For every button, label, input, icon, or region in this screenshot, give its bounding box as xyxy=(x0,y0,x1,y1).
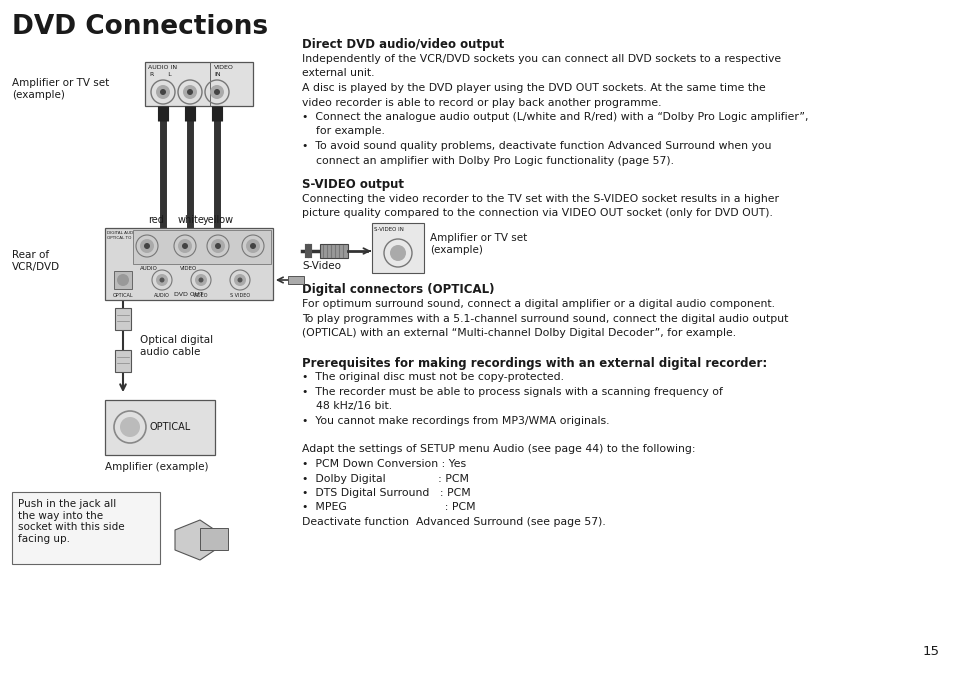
Text: DIGITAL AUDIO OUT
OPTICAL TO DIGITAL: DIGITAL AUDIO OUT OPTICAL TO DIGITAL xyxy=(107,231,149,239)
Circle shape xyxy=(198,278,203,283)
Text: R       L: R L xyxy=(150,72,172,77)
Bar xyxy=(372,223,423,273)
Text: VIDEO: VIDEO xyxy=(213,65,233,70)
Circle shape xyxy=(237,278,242,283)
Text: •  PCM Down Conversion : Yes: • PCM Down Conversion : Yes xyxy=(302,459,466,469)
Text: VCR/DVD OUT: VCR/DVD OUT xyxy=(135,231,182,237)
Text: •  The original disc must not be copy-protected.: • The original disc must not be copy-pro… xyxy=(302,372,563,383)
Text: •  The recorder must be able to process signals with a scanning frequency of: • The recorder must be able to process s… xyxy=(302,387,722,397)
Text: VIDEO: VIDEO xyxy=(180,266,197,271)
Circle shape xyxy=(156,85,170,99)
Circle shape xyxy=(187,89,193,95)
Bar xyxy=(288,276,304,284)
Text: Amplifier or TV set
(example): Amplifier or TV set (example) xyxy=(430,233,527,255)
Text: external unit.: external unit. xyxy=(302,68,375,78)
Text: S-VIDEO IN: S-VIDEO IN xyxy=(374,227,403,232)
Text: video recorder is able to record or play back another programme.: video recorder is able to record or play… xyxy=(302,97,660,107)
Bar xyxy=(113,271,132,289)
Text: AUDIO: AUDIO xyxy=(153,293,170,298)
Circle shape xyxy=(213,89,220,95)
Bar xyxy=(319,244,348,258)
Text: •  DTS Digital Surround   : PCM: • DTS Digital Surround : PCM xyxy=(302,488,470,498)
Circle shape xyxy=(183,85,196,99)
Bar xyxy=(12,492,160,564)
Bar xyxy=(200,528,228,550)
Bar xyxy=(145,62,253,106)
Circle shape xyxy=(178,239,192,253)
Text: for example.: for example. xyxy=(302,126,384,137)
Text: Prerequisites for making recordings with an external digital recorder:: Prerequisites for making recordings with… xyxy=(302,356,766,370)
Text: A disc is played by the DVD player using the DVD OUT sockets. At the same time t: A disc is played by the DVD player using… xyxy=(302,83,765,93)
Text: For optimum surround sound, connect a digital amplifier or a digital audio compo: For optimum surround sound, connect a di… xyxy=(302,299,774,309)
Text: Amplifier (example): Amplifier (example) xyxy=(105,462,209,472)
Text: OPTICAL: OPTICAL xyxy=(112,293,133,298)
Circle shape xyxy=(246,239,260,253)
Circle shape xyxy=(159,278,164,283)
Circle shape xyxy=(117,274,129,286)
Text: •  To avoid sound quality problems, deactivate function Advanced Surround when y: • To avoid sound quality problems, deact… xyxy=(302,141,771,151)
Text: connect an amplifier with Dolby Pro Logic functionality (page 57).: connect an amplifier with Dolby Pro Logi… xyxy=(302,155,673,166)
Text: •  Connect the analogue audio output (L/white and R/red) with a “Dolby Pro Logic: • Connect the analogue audio output (L/w… xyxy=(302,112,807,122)
Text: yellow: yellow xyxy=(203,215,233,225)
Text: •  You cannot make recordings from MP3/WMA originals.: • You cannot make recordings from MP3/WM… xyxy=(302,416,609,426)
Circle shape xyxy=(140,239,153,253)
Circle shape xyxy=(156,274,168,286)
Text: DVD OUT: DVD OUT xyxy=(174,292,203,297)
Text: Amplifier or TV set
(example): Amplifier or TV set (example) xyxy=(12,78,110,99)
Circle shape xyxy=(214,243,221,249)
Text: To play programmes with a 5.1-channel surround sound, connect the digital audio : To play programmes with a 5.1-channel su… xyxy=(302,314,787,324)
Text: DVD Connections: DVD Connections xyxy=(12,14,268,40)
Text: IN: IN xyxy=(213,72,220,77)
Circle shape xyxy=(210,85,224,99)
Text: white: white xyxy=(178,215,205,225)
Text: S-Video: S-Video xyxy=(302,261,340,271)
Circle shape xyxy=(250,243,255,249)
Text: VIDEO: VIDEO xyxy=(193,293,209,298)
Text: 48 kHz/16 bit.: 48 kHz/16 bit. xyxy=(302,402,392,412)
Text: OPTICAL: OPTICAL xyxy=(150,422,191,432)
Text: Deactivate function  Advanced Surround (see page 57).: Deactivate function Advanced Surround (s… xyxy=(302,517,605,527)
Text: AUDIO IN: AUDIO IN xyxy=(148,65,177,70)
Circle shape xyxy=(144,243,150,249)
Text: S VIDEO: S VIDEO xyxy=(230,293,250,298)
Text: red: red xyxy=(148,215,164,225)
Text: Connecting the video recorder to the TV set with the S-VIDEO socket results in a: Connecting the video recorder to the TV … xyxy=(302,194,779,204)
Circle shape xyxy=(233,274,246,286)
Circle shape xyxy=(211,239,225,253)
Text: Push in the jack all
the way into the
socket with this side
facing up.: Push in the jack all the way into the so… xyxy=(18,499,125,544)
Text: picture quality compared to the connection via VIDEO OUT socket (only for DVD OU: picture quality compared to the connecti… xyxy=(302,208,772,218)
Text: AUDIO: AUDIO xyxy=(140,266,157,271)
Text: Independently of the VCR/DVD sockets you can connect all DVD sockets to a respec: Independently of the VCR/DVD sockets you… xyxy=(302,54,781,64)
Text: Direct DVD audio/video output: Direct DVD audio/video output xyxy=(302,38,504,51)
Text: Digital connectors (OPTICAL): Digital connectors (OPTICAL) xyxy=(302,283,494,296)
Bar xyxy=(115,350,131,372)
Bar xyxy=(115,308,131,330)
Circle shape xyxy=(120,417,140,437)
Text: Rear of
VCR/DVD: Rear of VCR/DVD xyxy=(12,250,60,272)
Polygon shape xyxy=(174,520,214,560)
Text: 15: 15 xyxy=(923,645,939,658)
Circle shape xyxy=(390,245,406,261)
Text: Optical digital
audio cable: Optical digital audio cable xyxy=(140,335,213,357)
Text: •  MPEG                            : PCM: • MPEG : PCM xyxy=(302,502,476,512)
Text: S-VIDEO output: S-VIDEO output xyxy=(302,178,403,191)
Bar xyxy=(105,400,214,455)
Bar xyxy=(105,228,273,300)
Bar xyxy=(132,230,271,264)
Circle shape xyxy=(182,243,188,249)
Circle shape xyxy=(160,89,166,95)
Text: •  Dolby Digital               : PCM: • Dolby Digital : PCM xyxy=(302,473,469,483)
Text: Adapt the settings of SETUP menu Audio (see page 44) to the following:: Adapt the settings of SETUP menu Audio (… xyxy=(302,445,695,454)
Text: (OPTICAL) with an external “Multi-channel Dolby Digital Decoder”, for example.: (OPTICAL) with an external “Multi-channe… xyxy=(302,328,736,338)
Circle shape xyxy=(194,274,207,286)
